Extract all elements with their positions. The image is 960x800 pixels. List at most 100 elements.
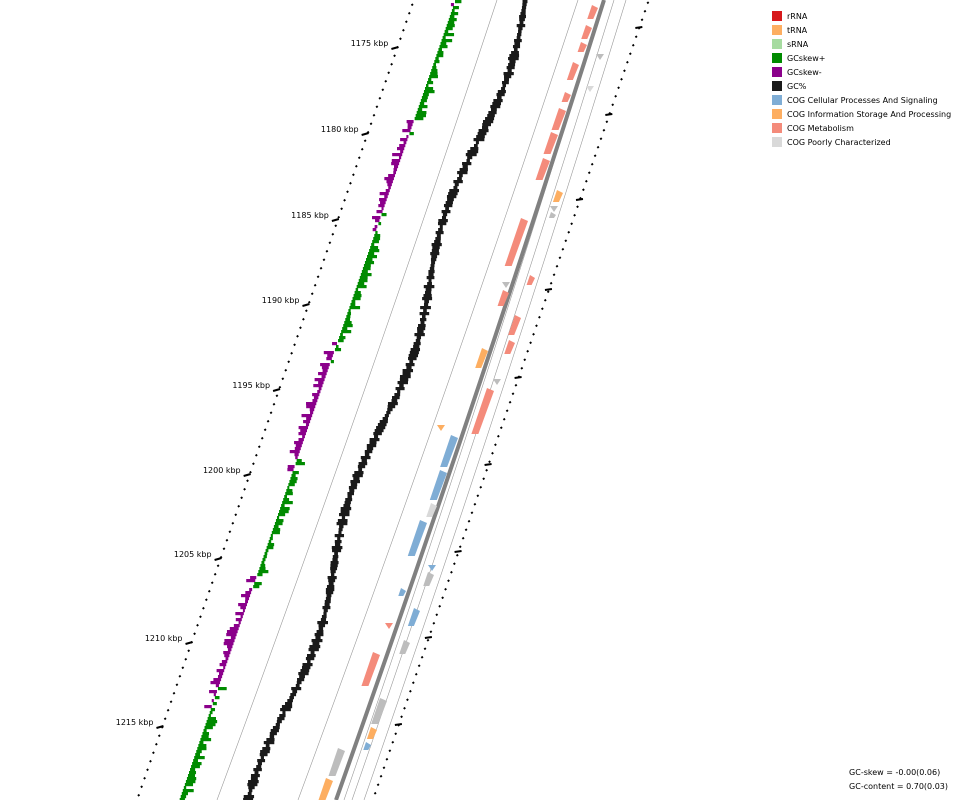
gc-content-bar: [316, 630, 324, 634]
legend-item-cog-metabolism: COG Metabolism: [772, 121, 951, 135]
gc-content-bar: [414, 333, 425, 337]
gc-content-bar: [477, 132, 487, 136]
gc-content-bar: [265, 744, 270, 748]
gc-content-bar: [366, 447, 374, 451]
inner-scale-tick: [403, 706, 406, 710]
gc-content-bar: [431, 261, 436, 265]
gc-content-bar: [256, 765, 262, 769]
gc-content-bar: [521, 6, 527, 10]
gene-feature: [328, 748, 345, 776]
scale-tick-minor: [199, 615, 202, 619]
gcskew-pos-bar: [184, 783, 194, 787]
gc-content-bar: [503, 75, 512, 79]
swatch-srna: [772, 39, 782, 49]
gc-content-bar: [501, 81, 509, 85]
gcskew-neg-bar: [306, 417, 312, 421]
gc-content-bar: [507, 69, 512, 73]
gcskew-neg-bar: [238, 621, 241, 625]
inner-scale-tick: [438, 604, 442, 608]
gcskew-neg-bar: [326, 357, 332, 361]
gcskew-neg-bar: [372, 228, 377, 232]
gcskew-pos-bar: [421, 96, 428, 100]
gcskew-pos-bar: [346, 315, 351, 319]
gc-content-bar: [285, 702, 293, 706]
scale-tick-minor: [249, 470, 252, 474]
scale-tick-minor: [210, 581, 214, 585]
gcskew-pos-bar: [349, 306, 361, 310]
gc-content-bar: [457, 171, 468, 175]
scale-tick-minor: [146, 768, 149, 772]
gc-content-bar: [514, 39, 522, 43]
gcskew-pos-bar: [193, 759, 198, 763]
gcskew-pos-bar: [418, 105, 428, 109]
gc-content-bar: [336, 522, 348, 526]
gcskew-pos-bar: [439, 45, 448, 49]
scale-tick-minor: [175, 683, 179, 687]
ring-line: [297, 0, 579, 800]
gc-content-bar: [334, 543, 341, 547]
gcskew-pos-bar: [258, 570, 269, 574]
gcskew-neg-bar: [287, 468, 294, 472]
gc-content-bar: [248, 780, 259, 784]
gcskew-pos-bar: [196, 750, 202, 754]
gcskew-neg-bar: [327, 354, 333, 358]
gcskew-neg-bar: [305, 423, 310, 427]
gcskew-pos-bar: [429, 75, 438, 79]
gc-content-bar: [437, 222, 447, 226]
gcskew-pos-bar: [180, 795, 187, 799]
gcskew-neg-bar: [394, 165, 399, 169]
gcskew-neg-bar: [318, 387, 322, 391]
gcskew-pos-bar: [345, 318, 351, 322]
gcskew-neg-bar: [376, 210, 383, 214]
gc-content-bar: [514, 42, 521, 46]
gc-content-bar: [360, 456, 371, 460]
gc-content-bar: [332, 555, 339, 559]
gc-content-bar: [366, 444, 377, 448]
inner-scale-tick: [590, 162, 594, 166]
inner-scale-tick: [543, 298, 547, 302]
gcskew-neg-bar: [241, 594, 251, 598]
gcskew-pos-bar: [433, 63, 436, 67]
gc-content-bar: [379, 420, 388, 424]
scale-tick-minor: [334, 224, 338, 228]
gcskew-neg-bar: [250, 576, 257, 580]
gc-content-bar: [428, 273, 434, 277]
gc-content-bar: [317, 621, 328, 625]
gc-content-bar: [328, 579, 336, 583]
scale-tick-minor: [407, 11, 411, 15]
gc-content-bar: [377, 423, 387, 427]
inner-scale-tick: [584, 179, 588, 183]
inner-scale-tick: [535, 324, 538, 328]
tick-label: 1195 kbp: [232, 381, 270, 390]
gcskew-neg-bar: [374, 225, 378, 229]
gc-content-bar: [410, 348, 421, 352]
gc-content-bar: [435, 231, 444, 235]
gc-content-bar: [415, 339, 421, 343]
gc-content-bar: [272, 726, 280, 730]
gcskew-neg-bar: [298, 438, 304, 442]
scale-tick-minor: [319, 266, 323, 270]
gcskew-neg-bar: [388, 174, 395, 178]
scale-tick-minor: [157, 734, 161, 738]
gene-feature: [361, 652, 380, 686]
inner-scale-tick: [414, 672, 418, 676]
gc-content-bar: [462, 162, 472, 166]
scale-tick-major: [331, 218, 340, 222]
gcskew-pos-bar: [343, 324, 353, 328]
gcskew-neg-bar: [391, 159, 401, 163]
gc-content-bar: [520, 12, 526, 16]
swatch-cog-cellular: [772, 95, 782, 105]
gene-feature: [581, 25, 592, 39]
gc-content-bar: [310, 651, 315, 655]
tick-label: 1215 kbp: [116, 718, 154, 727]
scale-tick-major: [361, 132, 369, 136]
scale-tick-minor: [184, 657, 188, 661]
gcskew-pos-bar: [274, 522, 283, 526]
gene-feature: [548, 212, 556, 218]
gcskew-pos-bar: [268, 540, 272, 544]
gc-content-bar: [369, 441, 377, 445]
scale-tick-minor: [322, 258, 326, 262]
inner-scale-tick: [417, 664, 421, 668]
gcskew-neg-bar: [400, 150, 404, 154]
gc-content-bar: [419, 318, 427, 322]
